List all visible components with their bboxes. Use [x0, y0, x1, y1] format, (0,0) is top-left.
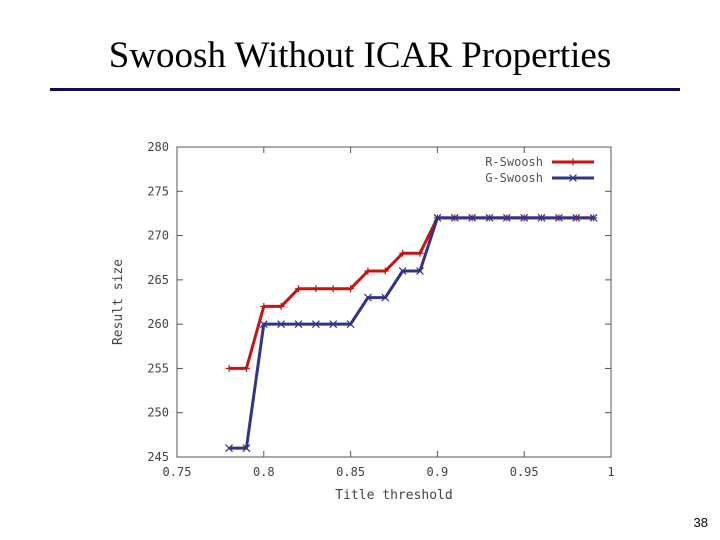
y-tick-label: 250: [147, 406, 169, 420]
y-tick-label: 260: [147, 317, 169, 331]
r-swoosh-point: [312, 285, 320, 293]
title-rule: [50, 88, 680, 91]
marker-stroke: [450, 213, 459, 222]
r-swoosh-point: [364, 267, 372, 275]
g-swoosh-point: [433, 213, 442, 222]
r-swoosh-point: [381, 267, 389, 275]
g-swoosh-point: [398, 267, 407, 275]
y-tick-label: 255: [147, 361, 169, 375]
g-swoosh-point: [450, 213, 459, 222]
x-tick-label: 0.95: [510, 465, 539, 479]
marker-stroke: [502, 213, 511, 222]
r-swoosh-point: [242, 364, 250, 372]
r-swoosh-point: [416, 249, 424, 257]
plot-frame: [176, 146, 612, 458]
g-swoosh-point: [277, 320, 286, 329]
g-swoosh-point: [502, 213, 511, 222]
r-swoosh-point: [260, 302, 268, 310]
g-swoosh-line: [229, 216, 594, 450]
x-tick-label: 0.85: [336, 465, 365, 479]
y-axis-label: Result size: [111, 259, 126, 345]
y-tick-label: 245: [147, 450, 169, 464]
y-tick-label: 280: [147, 140, 169, 154]
marker-stroke: [329, 320, 338, 329]
marker-stroke: [277, 320, 286, 329]
r-swoosh-point: [277, 302, 285, 310]
g-swoosh-point: [416, 267, 424, 275]
marker-stroke: [485, 213, 494, 222]
x-axis-ticks: 0.75 0.8 0.85 0.9 0.95 1: [163, 147, 615, 479]
y-tick-label: 275: [147, 184, 169, 198]
x-tick-label: 0.8: [253, 465, 275, 479]
marker-stroke: [346, 320, 355, 329]
y-tick-label: 270: [147, 229, 169, 243]
r-swoosh-point: [295, 285, 303, 293]
marker-stroke: [537, 213, 546, 222]
x-tick-label: 1: [607, 465, 614, 479]
r-swoosh-line: [229, 216, 594, 370]
r-swoosh-point: [225, 364, 233, 372]
g-swoosh-point: [364, 293, 372, 302]
marker-stroke: [242, 444, 251, 453]
page-number: 38: [693, 515, 708, 530]
r-swoosh-point: [329, 285, 337, 293]
g-swoosh-point: [537, 213, 546, 222]
marker-stroke: [294, 320, 303, 329]
g-swoosh-legend-label: G-Swoosh: [485, 171, 543, 185]
g-swoosh-point: [259, 320, 268, 329]
g-swoosh-point: [225, 444, 234, 453]
marker-stroke: [416, 267, 424, 275]
y-tick-label: 265: [147, 273, 169, 287]
r-swoosh-legend-label: R-Swoosh: [485, 155, 543, 169]
marker-stroke: [520, 213, 529, 222]
g-swoosh-point: [294, 320, 303, 329]
marker-stroke: [364, 293, 372, 302]
marker-stroke: [433, 213, 442, 222]
g-swoosh-point: [381, 293, 390, 302]
marker-stroke: [468, 213, 477, 222]
g-swoosh-legend-marker: [569, 174, 577, 182]
g-swoosh-point: [242, 444, 251, 453]
marker-stroke: [554, 213, 563, 222]
g-swoosh-point: [468, 213, 477, 222]
r-swoosh-point: [347, 285, 355, 293]
legend: R-Swoosh G-Swoosh: [485, 155, 594, 185]
marker-stroke: [311, 320, 320, 329]
g-swoosh-point: [554, 213, 563, 222]
g-swoosh-point: [589, 213, 598, 222]
r-swoosh-point: [399, 249, 407, 257]
series-layer: [225, 213, 598, 453]
g-swoosh-point: [520, 213, 529, 222]
g-swoosh-point: [311, 320, 320, 329]
x-tick-label: 0.9: [427, 465, 449, 479]
marker-stroke: [225, 444, 234, 453]
x-tick-label: 0.75: [163, 465, 192, 479]
marker-stroke: [589, 213, 598, 222]
g-swoosh-point: [572, 213, 581, 222]
y-axis-ticks: 245 250 255 260 265 270 275 280: [147, 140, 611, 464]
slide-title: Swoosh Without ICAR Properties: [108, 35, 612, 76]
g-swoosh-point: [485, 213, 494, 222]
marker-stroke: [572, 213, 581, 222]
g-swoosh-point: [329, 320, 338, 329]
g-swoosh-point: [346, 320, 355, 329]
marker-stroke: [381, 293, 390, 302]
x-axis-label: Title threshold: [335, 488, 452, 503]
marker-stroke: [398, 267, 407, 275]
marker-stroke: [259, 320, 268, 329]
